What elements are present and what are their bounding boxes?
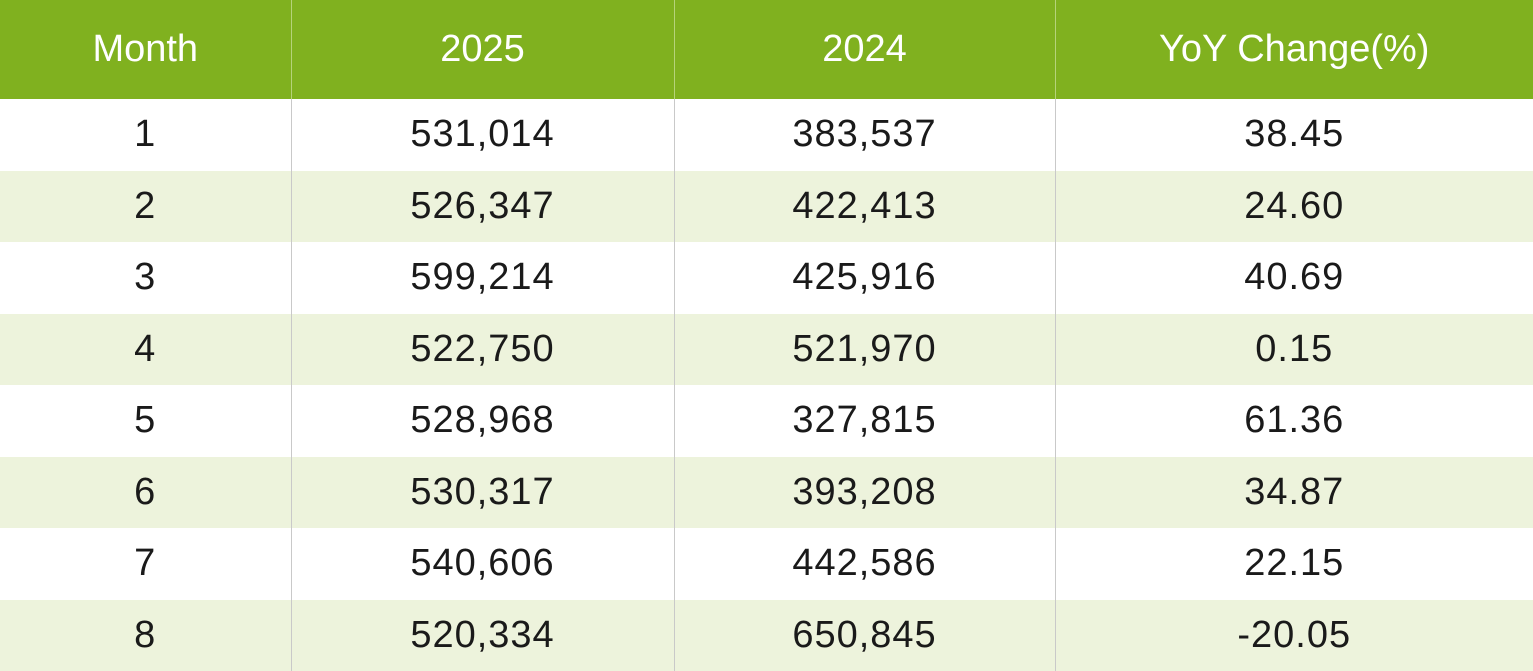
cell-month: 3	[134, 256, 157, 299]
cell-2025: 530,317	[290, 456, 674, 528]
table-row: 7 540,606 442,586 22.15	[0, 528, 1533, 600]
cell-2025: 526,347	[290, 170, 674, 242]
table-row: 3 599,214 425,916 40.69	[0, 242, 1533, 314]
cell-2025: 520,334	[290, 599, 674, 671]
cell-month: 5	[134, 399, 157, 442]
cell-yoy: -20.05	[1054, 599, 1533, 671]
header-yoy-change: YoY Change(%)	[1054, 0, 1533, 99]
cell-2025: 531,014	[290, 99, 674, 171]
cell-2025: 599,214	[290, 242, 674, 314]
table-body: 1 531,014 383,537 38.45 2 526,347 422,41…	[0, 99, 1533, 671]
header-month: Month	[92, 28, 199, 70]
cell-2024: 393,208	[673, 456, 1055, 528]
cell-month: 4	[134, 327, 157, 370]
cell-yoy: 38.45	[1054, 99, 1533, 171]
cell-month: 7	[134, 542, 157, 585]
table-row: 6 530,317 393,208 34.87	[0, 456, 1533, 528]
table-row: 5 528,968 327,815 61.36	[0, 385, 1533, 457]
cell-month: 8	[134, 613, 157, 656]
cell-month: 1	[134, 113, 157, 156]
header-2024: 2024	[673, 0, 1055, 99]
table-row: 2 526,347 422,413 24.60	[0, 170, 1533, 242]
cell-2024: 425,916	[673, 242, 1055, 314]
cell-2024: 650,845	[673, 599, 1055, 671]
cell-2025: 522,750	[290, 313, 674, 385]
cell-2024: 521,970	[673, 313, 1055, 385]
cell-yoy: 40.69	[1054, 242, 1533, 314]
cell-yoy: 34.87	[1054, 456, 1533, 528]
cell-month: 2	[134, 184, 157, 227]
table-row: 4 522,750 521,970 0.15	[0, 313, 1533, 385]
cell-2025: 528,968	[290, 385, 674, 457]
cell-2024: 383,537	[673, 99, 1055, 171]
table-header: Month 2025 2024 YoY Change(%)	[0, 0, 1533, 99]
header-row: Month 2025 2024 YoY Change(%)	[0, 0, 1533, 99]
cell-yoy: 24.60	[1054, 170, 1533, 242]
cell-2024: 442,586	[673, 528, 1055, 600]
table-row: 8 520,334 650,845 -20.05	[0, 599, 1533, 671]
cell-yoy: 61.36	[1054, 385, 1533, 457]
cell-yoy: 22.15	[1054, 528, 1533, 600]
cell-month: 6	[134, 470, 157, 513]
table-row: 1 531,014 383,537 38.45	[0, 99, 1533, 171]
header-2025: 2025	[290, 0, 674, 99]
cell-2024: 422,413	[673, 170, 1055, 242]
cell-yoy: 0.15	[1054, 313, 1533, 385]
cell-2024: 327,815	[673, 385, 1055, 457]
cell-2025: 540,606	[290, 528, 674, 600]
